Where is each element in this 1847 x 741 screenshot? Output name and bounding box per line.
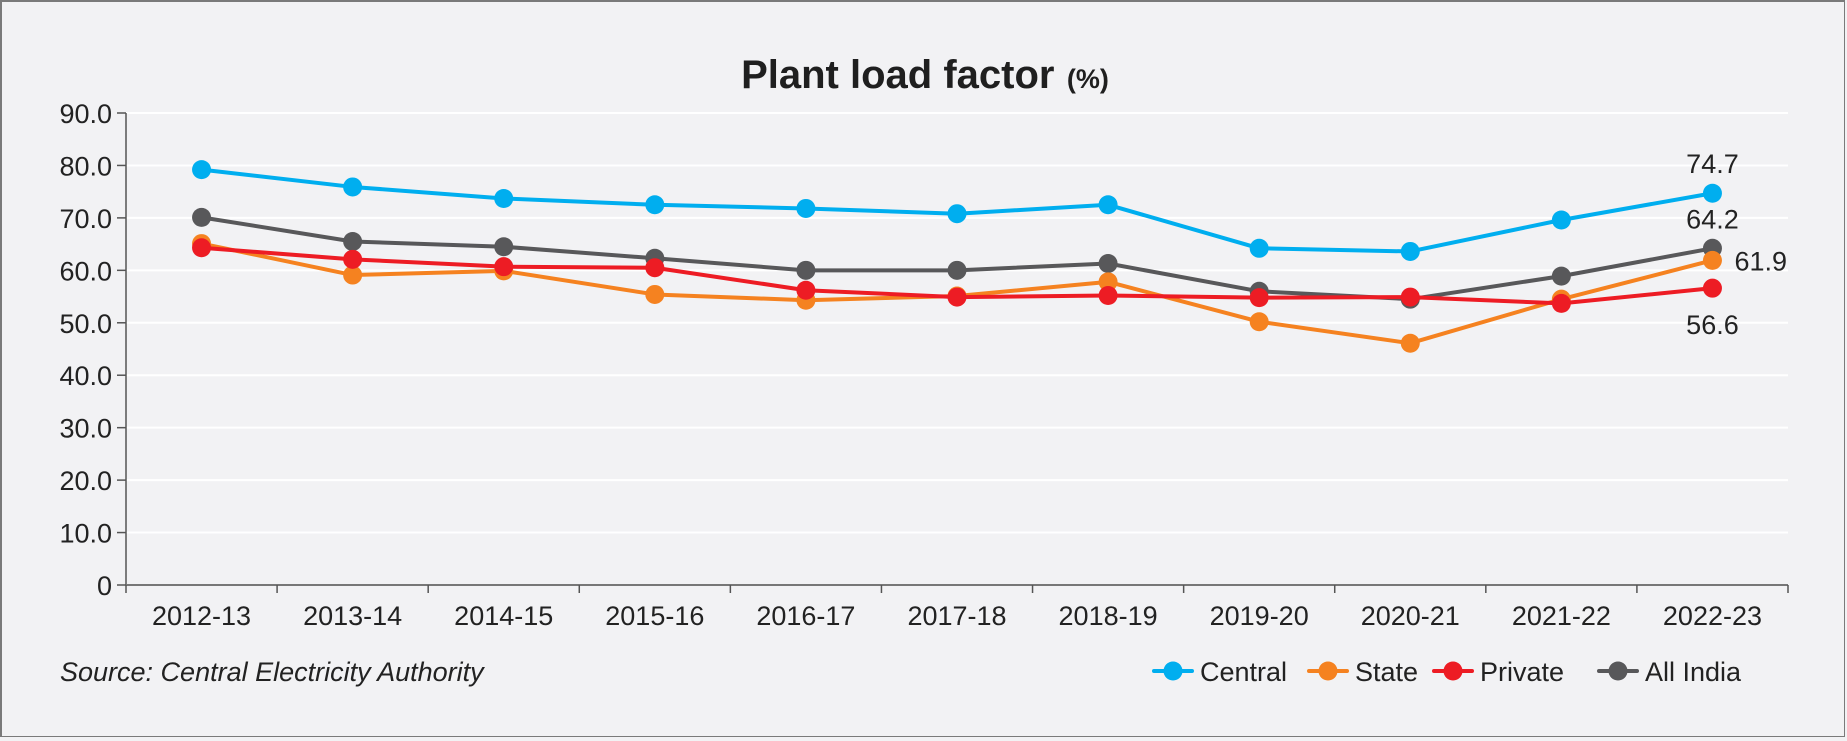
data-label: 56.6 [1686, 310, 1739, 340]
annotations: 74.7 64.2 61.9 56.6 [1686, 149, 1787, 340]
data-point-private [343, 249, 363, 269]
x-axis-ticks: 2012-13 2013-14 2014-15 2015-16 2016-17 2017-… [125, 585, 1789, 631]
series-group [192, 160, 1722, 353]
legend-item-private: Private [1432, 657, 1564, 687]
legend-item-central: Central [1152, 657, 1287, 687]
data-point-central [1702, 183, 1722, 203]
y-tick-label: 70.0 [59, 204, 112, 234]
chart-title: Plant load factor (%) [741, 53, 1109, 97]
data-point-private [1249, 288, 1269, 308]
series-private [192, 238, 1722, 313]
y-axis-ticks: 0 10.0 20.0 30.0 40.0 50.0 60.0 70.0 80.0 90.0 [59, 99, 126, 601]
data-point-central [947, 204, 967, 224]
data-point-private [494, 257, 514, 277]
data-point-private [1098, 286, 1118, 306]
data-point-state [1249, 312, 1269, 332]
data-label: 64.2 [1686, 204, 1739, 234]
data-point-private [645, 258, 665, 278]
data-point-private [1551, 293, 1571, 313]
x-tick-label: 2016-17 [756, 601, 855, 631]
y-tick-label: 40.0 [59, 361, 112, 391]
data-point-state [1098, 272, 1118, 292]
data-point-central [796, 198, 816, 218]
x-tick-label: 2020-21 [1361, 601, 1460, 631]
data-point-central [343, 177, 363, 197]
series-central [192, 160, 1722, 261]
y-tick-label: 20.0 [59, 466, 112, 496]
data-point-state [343, 265, 363, 285]
y-tick-label: 60.0 [59, 256, 112, 286]
data-point-all-india [494, 237, 514, 257]
data-point-all-india [947, 260, 967, 280]
legend-swatch-dot [1163, 661, 1183, 681]
data-point-state [1702, 250, 1722, 270]
data-point-private [192, 238, 212, 258]
x-tick-label: 2015-16 [605, 601, 704, 631]
data-point-private [796, 280, 816, 300]
data-point-central [494, 188, 514, 208]
data-point-all-india [1098, 254, 1118, 274]
y-tick-label: 80.0 [59, 151, 112, 181]
data-point-central [1249, 238, 1269, 258]
data-point-all-india [1551, 266, 1571, 286]
data-point-state [645, 284, 665, 304]
x-tick-label: 2019-20 [1210, 601, 1309, 631]
axes [125, 113, 1788, 586]
legend-swatch-dot [1608, 661, 1628, 681]
data-point-all-india [343, 231, 363, 251]
y-tick-label: 0 [97, 571, 112, 601]
data-label: 74.7 [1686, 149, 1739, 179]
data-point-central [192, 160, 212, 180]
legend-item-state: State [1307, 657, 1418, 687]
x-tick-label: 2021-22 [1512, 601, 1611, 631]
source-note: Source: Central Electricity Authority [60, 657, 485, 687]
legend-swatch-dot [1318, 661, 1338, 681]
data-point-all-india [192, 207, 212, 227]
data-point-central [1400, 241, 1420, 261]
legend: Central State Private All India [1152, 657, 1742, 687]
chart-title-unit: (%) [1067, 64, 1109, 94]
y-tick-label: 90.0 [59, 99, 112, 129]
data-point-central [645, 195, 665, 215]
gridlines [126, 112, 1788, 534]
legend-label: Private [1480, 657, 1564, 687]
x-tick-label: 2017-18 [907, 601, 1006, 631]
y-tick-label: 10.0 [59, 519, 112, 549]
data-point-private [1400, 287, 1420, 307]
legend-swatch-dot [1443, 661, 1463, 681]
legend-label: State [1355, 657, 1418, 687]
x-tick-label: 2014-15 [454, 601, 553, 631]
data-point-private [1702, 278, 1722, 298]
data-point-all-india [796, 260, 816, 280]
data-point-central [1098, 195, 1118, 215]
legend-label: All India [1645, 657, 1742, 687]
data-point-central [1551, 210, 1571, 230]
y-tick-label: 30.0 [59, 414, 112, 444]
y-tick-label: 50.0 [59, 309, 112, 339]
data-label: 61.9 [1734, 246, 1787, 276]
legend-label: Central [1200, 657, 1287, 687]
x-tick-label: 2022-23 [1663, 601, 1762, 631]
data-point-private [947, 287, 967, 307]
data-point-state [1400, 333, 1420, 353]
x-tick-label: 2012-13 [152, 601, 251, 631]
chart-title-main: Plant load factor [741, 53, 1054, 97]
x-tick-label: 2018-19 [1059, 601, 1158, 631]
legend-item-all-india: All India [1597, 657, 1742, 687]
x-tick-label: 2013-14 [303, 601, 402, 631]
